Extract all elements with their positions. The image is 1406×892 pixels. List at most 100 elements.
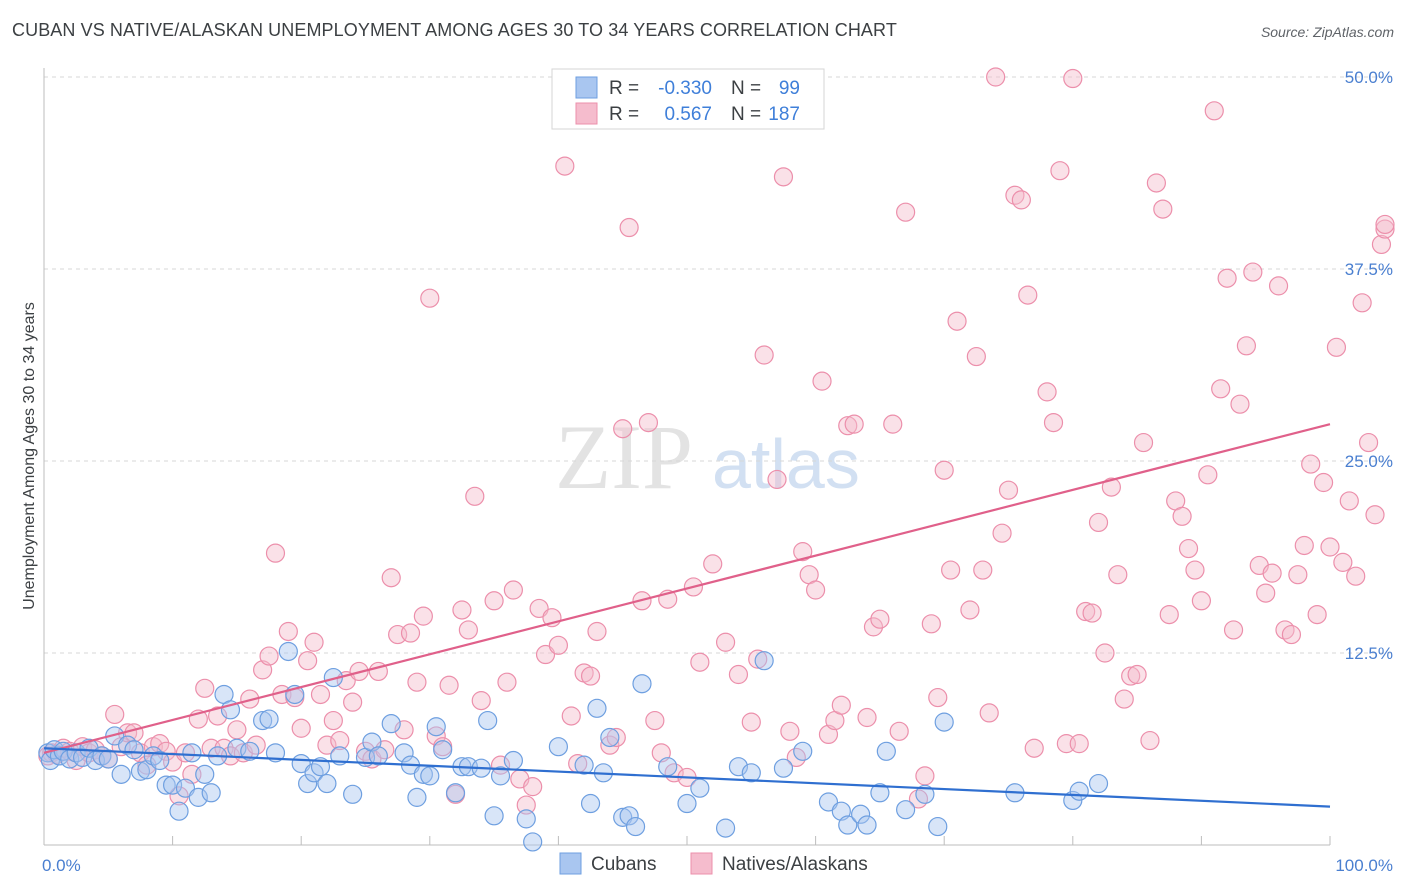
cubans-point-83 [754,651,774,671]
legend-n-label-natives: N = [731,104,761,125]
natives-point-170 [1217,268,1237,288]
natives-point-151 [1095,643,1115,663]
natives-point-25 [195,678,215,698]
cubans-point-49 [381,714,401,734]
cubans-point-100 [1088,773,1109,794]
cubans-point-25 [188,787,208,807]
cubans-point-99 [1069,781,1089,801]
natives-point-183 [1301,454,1321,474]
cubans-trend-line [43,747,1331,808]
cubans-point-56 [433,740,453,760]
natives-point-91 [638,413,659,433]
natives-point-149 [1082,603,1102,623]
natives-point-81 [561,706,581,726]
cubans-point-78 [677,793,697,814]
natives-point-156 [1127,664,1147,685]
cubans-point-57 [445,783,466,803]
natives-point-192 [1358,432,1379,453]
cubans-point-94 [915,784,935,804]
natives-point-182 [1294,535,1314,556]
natives-point-125 [915,766,935,786]
y-tick-label-3: 50.0% [1345,68,1393,87]
cubans-point-50 [394,743,414,763]
bottom-legend-label-natives: Natives/Alaskans [722,854,868,875]
watermark-atlas: atlas [712,425,860,503]
natives-point-176 [1256,583,1276,603]
cubans-point-80 [715,818,736,838]
natives-point-196 [1375,214,1395,235]
natives-point-72 [503,580,523,600]
bottom-legend-swatch-cubans [559,852,582,875]
natives-point-134 [979,703,999,723]
natives-point-121 [883,414,903,434]
natives-point-80 [555,156,575,176]
natives-point-102 [741,712,761,732]
natives-point-40 [291,718,311,738]
natives-point-140 [1018,285,1038,305]
legend-r-value-natives: 0.567 [664,104,712,125]
natives-point-147 [1069,734,1089,754]
natives-trend-line [43,423,1331,754]
natives-point-45 [323,710,343,731]
natives-point-141 [1024,738,1044,758]
natives-point-191 [1352,293,1372,313]
cubans-point-24 [182,743,202,763]
cubans-point-41 [310,757,331,777]
legend-r-value-cubans: -0.330 [658,78,712,99]
natives-point-123 [896,202,916,222]
cubans-point-54 [420,766,440,786]
natives-point-46 [330,730,350,751]
natives-point-30 [227,720,247,740]
natives-point-180 [1281,624,1302,645]
natives-point-74 [516,795,536,815]
natives-point-43 [310,684,331,705]
natives-point-88 [613,419,633,439]
natives-point-159 [1146,173,1166,193]
natives-point-128 [934,460,954,480]
cubans-point-93 [896,800,916,820]
cubans-point-68 [574,755,594,775]
watermark: ZIP atlas [555,406,860,508]
natives-point-38 [278,621,298,642]
natives-point-87 [606,727,626,748]
natives-point-188 [1333,552,1353,572]
natives-point-107 [780,721,800,741]
natives-points [38,67,1395,815]
natives-point-158 [1140,730,1160,751]
natives-point-119 [863,617,884,637]
natives-point-164 [1178,538,1199,559]
y-tick-labels: 12.5% 25.0% 37.5% 50.0% [1345,68,1393,663]
natives-point-193 [1365,505,1385,525]
cubans-point-39 [298,773,318,794]
bottom-legend: Cubans Natives/Alaskans [559,852,868,875]
cubans-point-20 [156,775,176,795]
natives-point-118 [857,707,877,728]
cubans-point-67 [548,737,569,757]
legend-r-label-natives: R = [609,104,639,125]
natives-point-11 [105,704,125,725]
natives-point-98 [690,652,710,672]
cubans-point-96 [934,712,954,732]
natives-point-120 [870,609,890,629]
bottom-legend-label-cubans: Cubans [591,854,657,875]
watermark-zip: ZIP [555,406,693,508]
natives-point-109 [793,542,813,562]
cubans-point-19 [150,750,170,771]
cubans-point-88 [838,815,858,835]
natives-point-150 [1088,512,1109,533]
natives-point-181 [1288,565,1308,585]
natives-point-106 [773,167,794,187]
cubans-point-63 [490,766,511,786]
natives-point-35 [259,646,279,666]
cubans-point-26 [195,764,215,784]
cubans-point-95 [928,816,948,837]
natives-point-101 [728,664,749,685]
natives-point-57 [400,623,421,643]
natives-point-122 [889,721,909,741]
y-tick-label-2: 37.5% [1345,260,1393,279]
cubans-point-33 [253,710,273,731]
cubans-points [38,641,1109,852]
natives-point-186 [1320,537,1340,557]
cubans-point-79 [690,778,710,798]
natives-point-168 [1204,101,1224,121]
